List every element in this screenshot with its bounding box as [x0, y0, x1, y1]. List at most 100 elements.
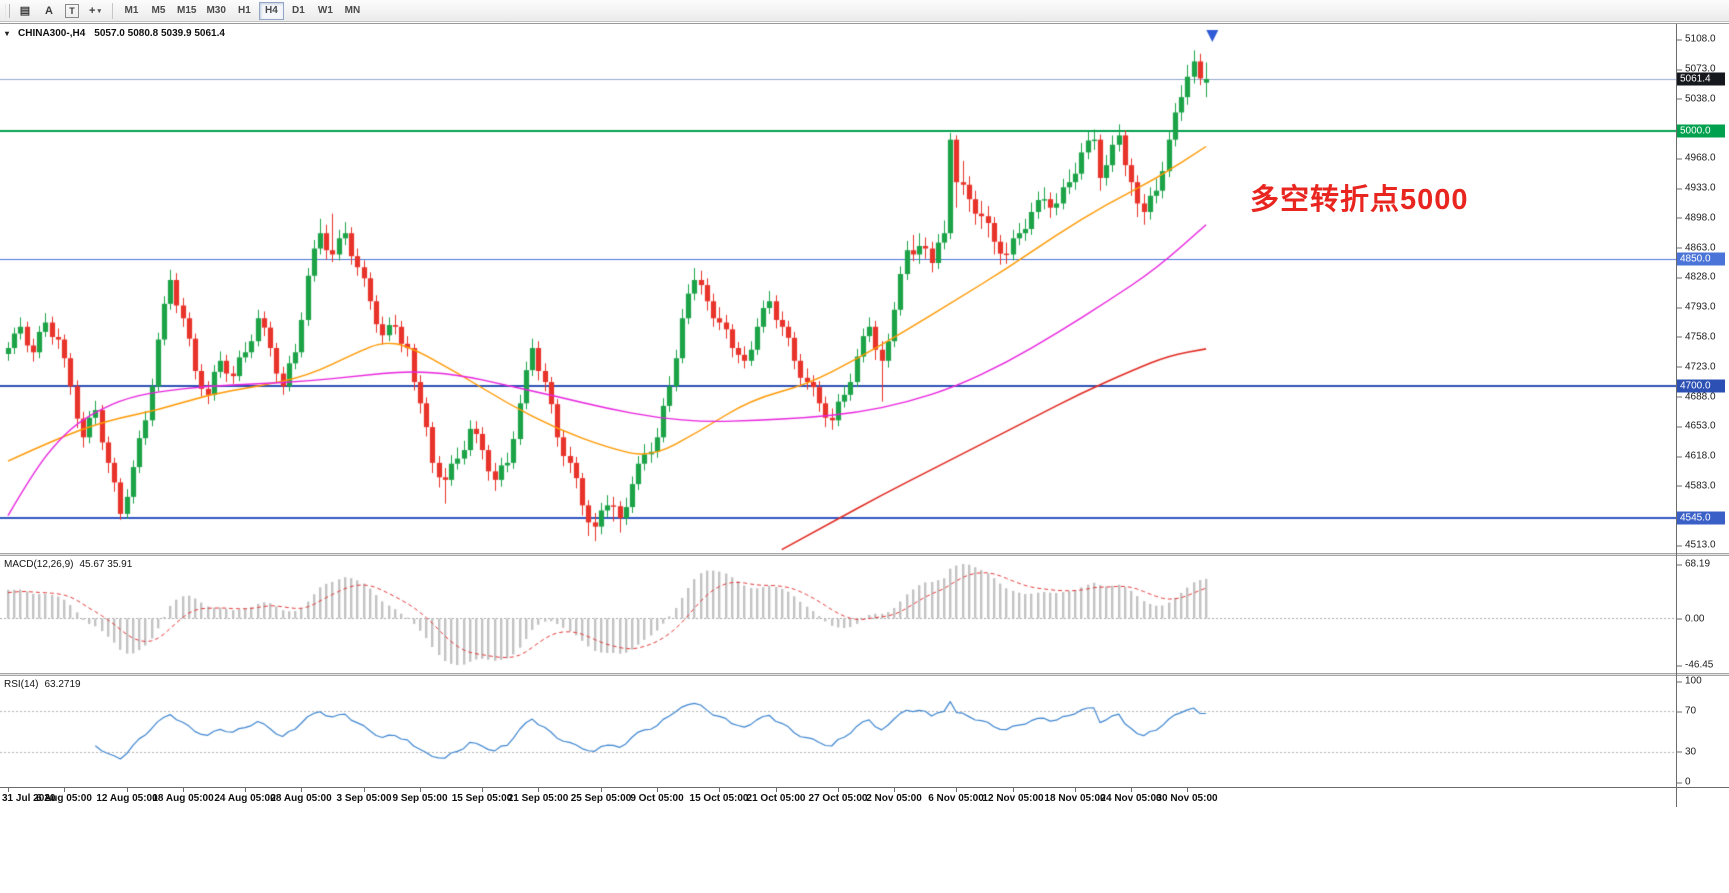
time-axis-label: 21 Sep 05:00 — [507, 793, 569, 804]
panel-splitter[interactable] — [0, 553, 1729, 556]
rsi-label: RSI(14) 63.2719 — [4, 679, 81, 690]
time-axis-tick — [364, 788, 365, 792]
price-line-badge: 4850.0 — [1677, 252, 1725, 266]
price-scale-label: 4758.0 — [1676, 331, 1716, 343]
time-axis-label: 12 Nov 05:00 — [982, 793, 1044, 804]
time-axis-tick — [776, 788, 777, 792]
panel-splitter[interactable] — [0, 673, 1729, 676]
tf-button-m1[interactable]: M1 — [124, 5, 139, 16]
text-box-icon[interactable]: T — [65, 3, 79, 18]
toolbar-icon-group: ▤ A T + ▾ — [13, 2, 107, 20]
price-line-badge: 4545.0 — [1677, 511, 1725, 525]
time-axis-tick — [420, 788, 421, 792]
price-scale-label: 4968.0 — [1676, 152, 1716, 164]
time-axis-label: 30 Nov 05:00 — [1156, 793, 1218, 804]
macd-scale-label: 68.19 — [1675, 558, 1711, 570]
time-axis-tick — [245, 788, 246, 792]
price-scale-label: 4828.0 — [1676, 271, 1716, 283]
time-axis-tick — [183, 788, 184, 792]
text-annotation-icon[interactable]: A — [45, 4, 53, 17]
time-axis-tick — [1131, 788, 1132, 792]
crosshair-icon[interactable]: + ▾ — [89, 4, 101, 17]
time-axis-tick — [8, 788, 9, 792]
time-axis-label: 15 Oct 05:00 — [689, 793, 749, 804]
price-scale-label: 4513.0 — [1676, 539, 1716, 551]
price-scale-label: 5038.0 — [1676, 93, 1716, 105]
macd-panel: MACD(12,26,9) 45.67 35.91 — [0, 556, 1676, 673]
time-axis-label: 27 Oct 05:00 — [808, 793, 868, 804]
time-axis-tick — [838, 788, 839, 792]
tf-button-mn[interactable]: MN — [344, 5, 361, 16]
macd-canvas[interactable] — [0, 556, 1676, 673]
price-line-badge: 4700.0 — [1677, 379, 1725, 393]
time-axis-label: 3 Sep 05:00 — [336, 793, 392, 804]
macd-label: MACD(12,26,9) 45.67 35.91 — [4, 559, 133, 570]
timeframe-button-group: M1 M5 M15 M30 H1 H4 D1 W1 MN — [118, 1, 366, 20]
symbol-period-label: CHINA300-,H4 — [18, 28, 86, 39]
macd-scale-label: -46.45 — [1675, 659, 1714, 671]
tf-button-h4[interactable]: H4 — [258, 1, 284, 20]
price-scale-label: 4898.0 — [1676, 212, 1716, 224]
tf-button-m30[interactable]: M30 — [206, 5, 226, 16]
price-scale-label: 4583.0 — [1676, 480, 1716, 492]
toolbar: ▤ A T + ▾ M1 M5 M15 M30 H1 H4 D1 W1 MN — [0, 0, 1729, 22]
time-axis-tick — [301, 788, 302, 792]
price-scale-label: 4688.0 — [1676, 391, 1716, 402]
price-scale-label: 5073.0 — [1676, 63, 1716, 75]
time-axis-tick — [1013, 788, 1014, 792]
time-axis-label: 31 Jul 2020 — [2, 793, 56, 804]
time-axis-tick — [894, 788, 895, 792]
tf-button-h1[interactable]: H1 — [238, 5, 251, 16]
object-caret-icon: ▾ — [5, 29, 10, 38]
time-axis-tick — [538, 788, 539, 792]
time-axis-label: 2 Nov 05:00 — [866, 793, 922, 804]
time-axis-label: 12 Aug 05:00 — [96, 793, 158, 804]
symbol-grid-icon[interactable]: ▤ — [19, 5, 31, 17]
tf-button-m5[interactable]: M5 — [151, 5, 166, 16]
price-line-badge: 5061.4 — [1677, 72, 1725, 86]
price-line-badge: 5000.0 — [1677, 124, 1725, 138]
time-axis[interactable]: 31 Jul 2020 6 Aug 05:00 12 Aug 05:00 18 Aug… — [0, 787, 1729, 807]
rsi-canvas[interactable] — [0, 676, 1676, 787]
price-scale-label: 4618.0 — [1676, 450, 1716, 462]
price-scale-label: 4863.0 — [1676, 242, 1716, 254]
price-scale-label: 4653.0 — [1676, 420, 1716, 432]
macd-values: 45.67 35.91 — [79, 559, 133, 570]
price-scale-label: 5108.0 — [1676, 33, 1716, 45]
time-axis-tick — [64, 788, 65, 792]
rsi-scale-label: 0 — [1676, 776, 1691, 788]
toolbar-grip[interactable] — [5, 3, 10, 18]
time-axis-tick — [482, 788, 483, 792]
time-axis-label: 21 Oct 05:00 — [746, 793, 806, 804]
price-scale-label: 4793.0 — [1676, 301, 1716, 313]
rsi-value: 63.2719 — [44, 679, 81, 690]
macd-scale-label: 0.00 — [1675, 613, 1705, 624]
toolbar-separator — [112, 2, 113, 19]
time-axis-tick — [719, 788, 720, 792]
scale-border — [1676, 24, 1677, 807]
rsi-scale[interactable]: 100 70 30 0 — [1675, 676, 1729, 788]
tf-button-d1[interactable]: D1 — [292, 5, 305, 16]
time-axis-label: 18 Aug 05:00 — [152, 793, 214, 804]
time-axis-tick — [127, 788, 128, 792]
chart-window: ▾ CHINA300-,H4 5057.0 5080.8 5039.9 5061… — [0, 22, 1729, 893]
macd-scale[interactable]: 68.19 0.00 -46.45 — [1675, 556, 1729, 673]
chart-annotation-text[interactable]: 多空转折点5000 — [1250, 184, 1469, 216]
price-scale-label: 4933.0 — [1676, 182, 1716, 194]
time-axis-label: 6 Nov 05:00 — [928, 793, 984, 804]
main-chart-canvas[interactable] — [0, 24, 1676, 553]
time-axis-label: 6 Aug 05:00 — [36, 793, 92, 804]
ohlc-values-label: 5057.0 5080.8 5039.9 5061.4 — [94, 28, 225, 39]
time-axis-label: 24 Nov 05:00 — [1100, 793, 1162, 804]
tf-button-m15[interactable]: M15 — [177, 5, 197, 16]
time-axis-label: 15 Sep 05:00 — [451, 793, 513, 804]
price-scale[interactable]: 5108.05073.05038.05003.04968.04933.04898… — [1676, 24, 1729, 553]
tf-button-w1[interactable]: W1 — [317, 5, 333, 16]
time-axis-label: 9 Oct 05:00 — [630, 793, 684, 804]
main-chart-panel: ▾ CHINA300-,H4 5057.0 5080.8 5039.9 5061… — [0, 24, 1676, 553]
rsi-scale-label: 70 — [1675, 705, 1697, 717]
price-scale-label: 4723.0 — [1676, 361, 1716, 373]
time-axis-label: 18 Nov 05:00 — [1044, 793, 1106, 804]
time-axis-tick — [1187, 788, 1188, 792]
time-axis-label: 24 Aug 05:00 — [214, 793, 276, 804]
